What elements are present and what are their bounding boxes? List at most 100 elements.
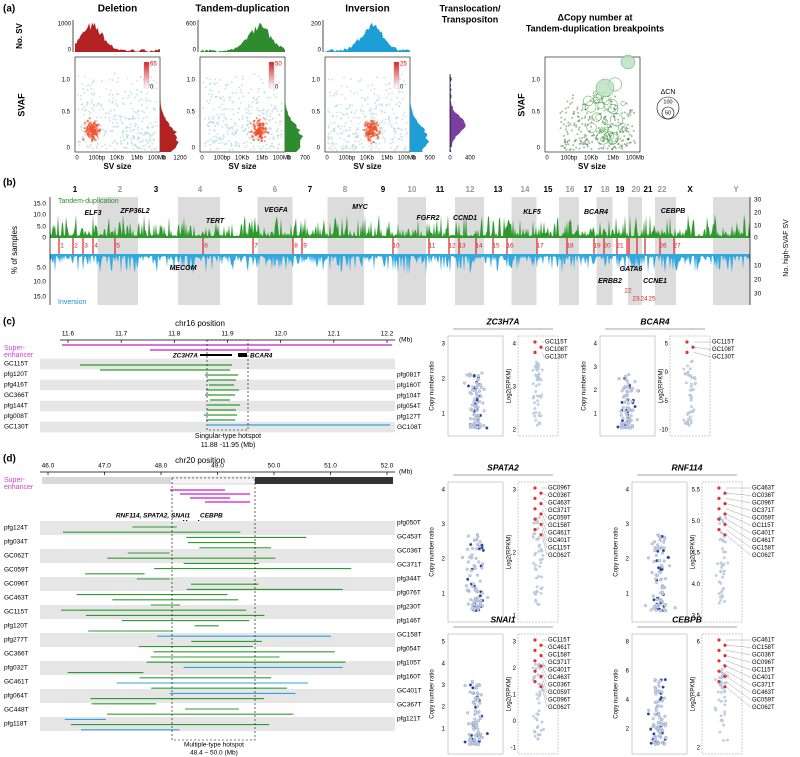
point [369,135,372,138]
point [254,138,257,141]
point [115,103,117,105]
point-label: GC158T [548,523,571,529]
point [94,139,97,142]
point [250,142,253,145]
sample-point [666,555,670,559]
sample-point [478,601,482,606]
chromosome-label: X [687,185,693,194]
tick-label: 3.5 [692,614,701,620]
point [249,122,252,125]
point [109,89,112,92]
point [344,122,347,125]
point [145,97,148,100]
point [89,122,92,125]
point [228,96,231,99]
tick-label: 1Mb [607,156,619,162]
chromosome-label: 20 [632,185,641,194]
axis-label: SVAF [516,93,526,117]
highlight-point [723,502,727,506]
chromosome-band [455,197,484,305]
sample-point [478,701,482,705]
sample-point [654,742,658,746]
gene-label: ZFP36L2 [119,208,149,215]
tick-label: 1200 [173,156,187,162]
sample-point [533,662,537,666]
point-label: GC096T [752,501,775,507]
point [355,109,358,112]
point [129,130,132,133]
point [103,133,106,135]
point [350,90,352,93]
point [136,93,139,96]
point [134,144,137,147]
point [383,130,386,133]
point [136,113,139,116]
point [369,112,372,115]
point [133,128,136,131]
point [85,130,88,133]
point [247,112,250,115]
point [354,147,357,150]
point [358,117,361,119]
sample-point [686,411,690,415]
point [223,143,226,146]
tick-label: 1 [442,726,446,732]
point [111,129,114,132]
point [375,143,378,145]
sample-point [660,590,665,594]
point [351,145,354,147]
sample-point [655,547,659,551]
panel-title: Transpositon [442,14,499,24]
point [134,117,137,120]
sample-point [686,364,689,368]
chromosome-band [97,197,138,305]
point [378,130,381,133]
sample-point [477,742,481,746]
sample-point [721,547,724,550]
point [242,129,245,132]
point [332,94,335,97]
point [98,95,101,97]
sample-point [470,740,474,744]
tick-label: 0 [754,235,758,242]
point [229,126,232,128]
plot-title: SNAI1 [490,614,515,624]
sample-point [467,732,472,736]
point [237,111,239,114]
sample-point [714,678,717,681]
sample-point [633,380,637,384]
point [253,73,256,75]
point [84,133,87,136]
sample-label: GC366T [4,651,29,658]
sample-point [477,560,481,564]
point [360,139,363,141]
point [391,92,394,95]
sample-point [661,728,665,733]
point [628,112,631,115]
tick-label: 0 [192,146,196,152]
sample-point [653,712,657,716]
highlight-point [723,533,727,537]
point-label: GC115T [752,523,775,529]
point [566,100,569,103]
point [560,144,563,147]
sample-point [541,554,545,557]
point [378,103,381,106]
point-label: GC036T [548,493,571,499]
point [581,117,584,120]
point [99,128,102,131]
sample-point [627,373,631,377]
point [138,99,141,102]
point [391,138,394,141]
point [125,147,128,150]
sample-point [537,383,541,386]
sample-point [688,367,692,371]
point [280,110,283,112]
point [390,123,393,126]
point-label: GC371T [548,508,571,514]
point [335,115,338,118]
point [90,138,94,141]
point [402,80,405,82]
highlight-point [533,496,537,500]
sample-point [719,598,722,602]
